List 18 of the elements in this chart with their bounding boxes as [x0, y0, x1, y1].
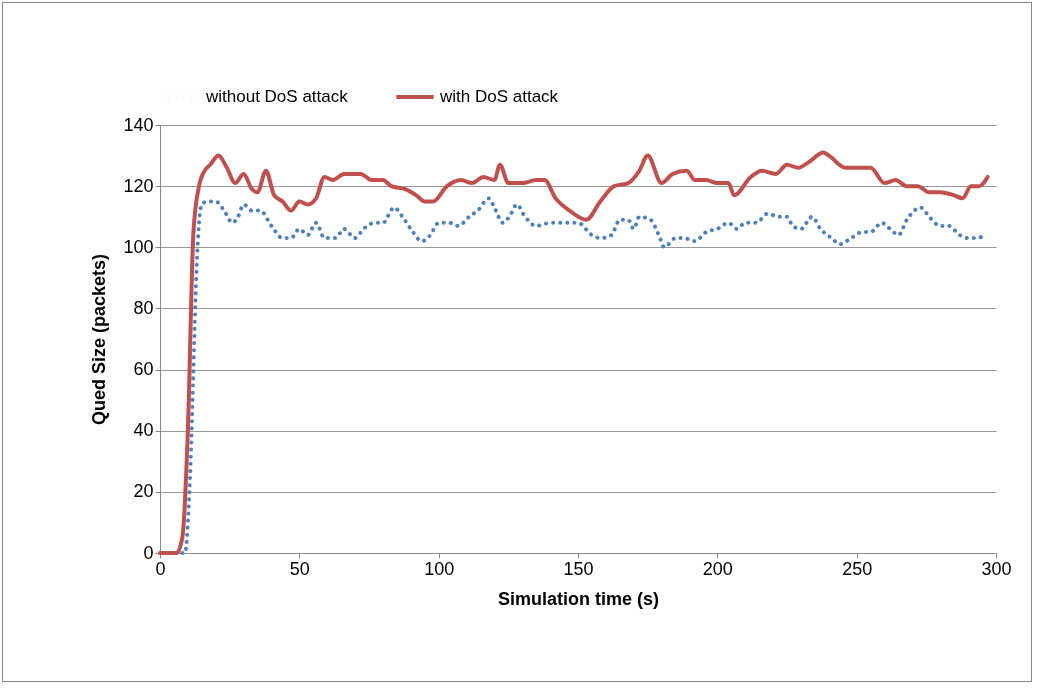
y-tick-label: 120: [123, 175, 154, 196]
y-tick-label: 140: [123, 114, 154, 135]
y-tick-label: 100: [123, 236, 154, 257]
y-axis-title: Qued Size (packets): [89, 253, 110, 426]
x-tick-label: 300: [981, 558, 1012, 579]
y-tick-label: 40: [133, 420, 154, 441]
y-tick-label: 60: [133, 359, 154, 380]
x-tick-label: 150: [563, 558, 594, 579]
x-tick-label: 100: [424, 558, 455, 579]
x-axis-title: Simulation time (s): [497, 588, 660, 609]
legend-label: without DoS attack: [205, 87, 349, 106]
x-tick-label: 250: [842, 558, 873, 579]
x-tick-label: 200: [702, 558, 733, 579]
legend-label: with DoS attack: [439, 87, 559, 106]
y-tick-label: 0: [143, 542, 154, 563]
x-tick-label: 50: [289, 558, 310, 579]
y-tick-label: 20: [133, 481, 154, 502]
y-tick-label: 80: [133, 297, 154, 318]
